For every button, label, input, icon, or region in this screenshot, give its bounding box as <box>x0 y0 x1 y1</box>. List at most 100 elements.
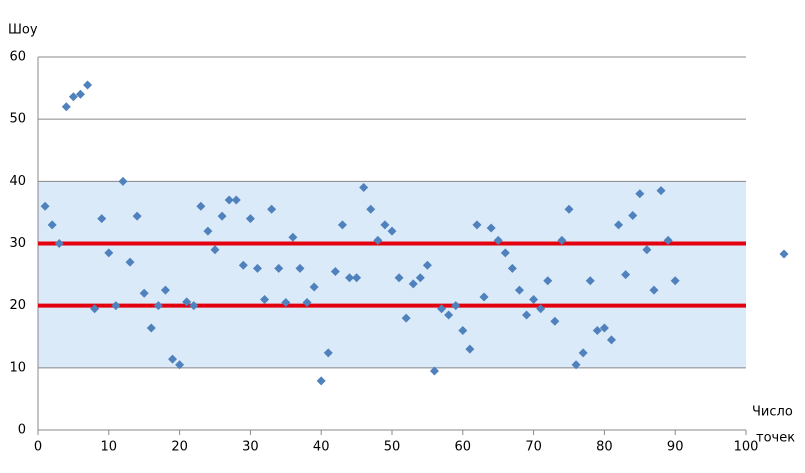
point <box>75 89 85 99</box>
point <box>408 279 418 289</box>
point <box>90 304 100 314</box>
point <box>522 310 532 320</box>
point <box>415 273 425 283</box>
point <box>295 263 305 273</box>
point <box>224 195 234 205</box>
point <box>486 223 496 233</box>
point <box>592 326 602 336</box>
point <box>444 310 454 320</box>
point <box>599 323 609 333</box>
x-tick-label: 80 <box>596 440 613 455</box>
point <box>465 344 475 354</box>
point <box>493 235 503 245</box>
point <box>139 288 149 298</box>
point <box>649 285 659 295</box>
point <box>394 273 404 283</box>
point <box>252 263 262 273</box>
point <box>606 335 616 345</box>
point <box>125 257 135 267</box>
y-tick-label: 30 <box>9 236 26 251</box>
point <box>267 204 277 214</box>
y-tick-label: 60 <box>9 50 26 65</box>
point <box>352 273 362 283</box>
x-tick-label: 10 <box>101 440 118 455</box>
point <box>359 183 369 193</box>
point <box>260 294 270 304</box>
point <box>302 298 312 308</box>
point <box>203 226 213 236</box>
point <box>160 285 170 295</box>
point <box>458 326 468 336</box>
point <box>153 301 163 311</box>
point <box>571 360 581 370</box>
point <box>316 376 326 386</box>
point <box>543 276 553 286</box>
point <box>500 248 510 258</box>
point <box>422 260 432 270</box>
point <box>429 366 439 376</box>
x-tick-label: 0 <box>34 440 42 455</box>
y-tick-label: 40 <box>9 174 26 189</box>
x-axis-label: точек <box>756 431 795 446</box>
x-tick-label: 100 <box>734 440 759 455</box>
point <box>175 360 185 370</box>
point <box>245 214 255 224</box>
y-tick-label: 50 <box>9 112 26 127</box>
band <box>38 181 746 368</box>
point <box>663 235 673 245</box>
point <box>146 323 156 333</box>
point <box>97 214 107 224</box>
point <box>274 263 284 273</box>
point <box>585 276 595 286</box>
point <box>656 186 666 196</box>
point <box>68 92 78 102</box>
point <box>628 211 638 221</box>
point <box>61 102 71 112</box>
point <box>189 301 199 311</box>
x-tick-label: 30 <box>242 440 259 455</box>
point <box>345 273 355 283</box>
x-tick-label: 20 <box>171 440 188 455</box>
point <box>309 282 319 292</box>
point <box>536 304 546 314</box>
point <box>40 201 50 211</box>
point <box>182 297 192 307</box>
point <box>380 220 390 230</box>
point <box>670 276 680 286</box>
point <box>437 304 447 314</box>
y-tick-label: 0 <box>18 423 26 438</box>
point <box>507 263 517 273</box>
point <box>337 220 347 230</box>
point <box>564 204 574 214</box>
point <box>479 292 489 302</box>
point <box>614 220 624 230</box>
point <box>54 239 64 248</box>
y-axis-label: Шоу <box>8 23 38 38</box>
point <box>529 294 539 304</box>
point <box>217 211 227 221</box>
point <box>196 201 206 211</box>
y-tick-label: 10 <box>9 360 26 375</box>
legend-marker <box>779 249 789 259</box>
point <box>451 301 461 311</box>
point <box>330 266 340 276</box>
point <box>288 232 298 242</box>
x-tick-label: 60 <box>455 440 472 455</box>
x-tick-label: 50 <box>384 440 401 455</box>
point <box>635 189 645 199</box>
point <box>387 226 397 236</box>
y-tick-label: 20 <box>9 298 26 313</box>
point <box>210 245 220 255</box>
x-tick-label: 40 <box>313 440 330 455</box>
point <box>238 260 248 270</box>
point <box>83 80 93 90</box>
point <box>231 195 241 205</box>
point <box>373 235 383 245</box>
point <box>168 354 178 364</box>
x-axis-label: Число <box>752 405 793 420</box>
point <box>104 248 114 258</box>
point <box>366 204 376 214</box>
point <box>557 235 567 245</box>
point <box>281 298 291 308</box>
